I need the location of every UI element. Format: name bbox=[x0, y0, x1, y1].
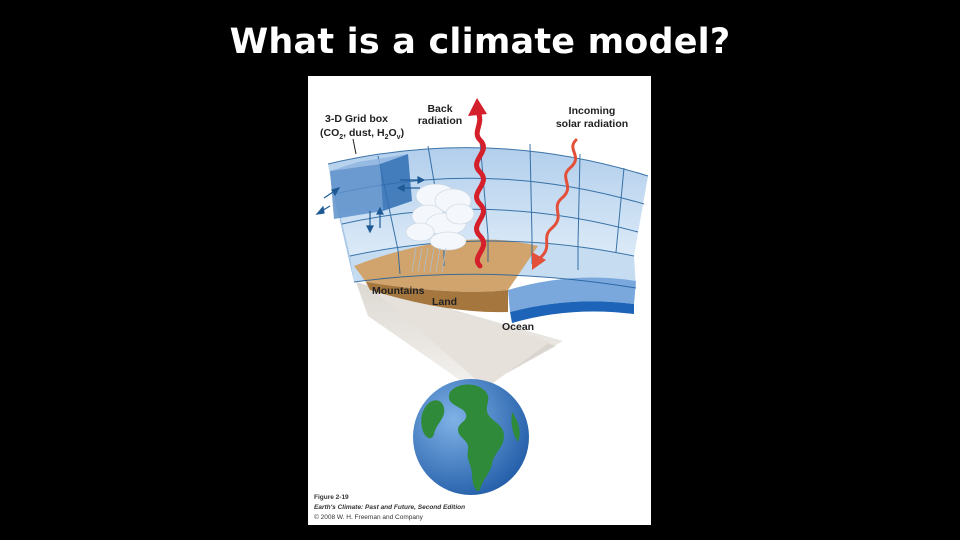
grid-box-label-line1: 3-D Grid box bbox=[325, 113, 388, 125]
back-radiation-arrow bbox=[468, 98, 487, 269]
projection-wedge bbox=[364, 282, 550, 388]
climate-model-figure: 3-D Grid box (CO2, dust, H2Ov) Back radi… bbox=[308, 76, 651, 525]
land-edge bbox=[366, 282, 508, 313]
land-label: Land bbox=[432, 296, 457, 308]
back-radiation-label-line1: Back bbox=[427, 103, 452, 115]
ocean-edge bbox=[510, 301, 634, 323]
grid-box bbox=[330, 154, 412, 219]
ocean-label: Ocean bbox=[502, 321, 534, 333]
solar-radiation-arrow bbox=[532, 138, 578, 270]
back-radiation-label-line2: radiation bbox=[418, 115, 462, 127]
climate-model-diagram: 3-D Grid box (CO2, dust, H2Ov) Back radi… bbox=[315, 98, 649, 495]
cloud bbox=[405, 183, 475, 251]
caption-figure: Figure 2-19 bbox=[314, 494, 349, 501]
flux-arrows bbox=[315, 176, 426, 234]
globe bbox=[413, 379, 529, 495]
ocean-layer bbox=[508, 277, 636, 312]
incoming-solar-label-line2: solar radiation bbox=[556, 118, 628, 130]
caption-copyright: © 2008 W. H. Freeman and Company bbox=[314, 514, 423, 521]
caption-book: Earth's Climate: Past and Future, Second… bbox=[314, 504, 466, 511]
slide-title: What is a climate model? bbox=[229, 22, 731, 62]
grid-box-label-line2: (CO2, dust, H2Ov) bbox=[320, 127, 404, 141]
incoming-solar-label-line1: Incoming bbox=[569, 105, 616, 117]
rain bbox=[411, 247, 447, 273]
grid-box-leader-line bbox=[352, 138, 357, 155]
land-layer bbox=[354, 239, 538, 292]
mountains-label: Mountains bbox=[372, 285, 425, 297]
